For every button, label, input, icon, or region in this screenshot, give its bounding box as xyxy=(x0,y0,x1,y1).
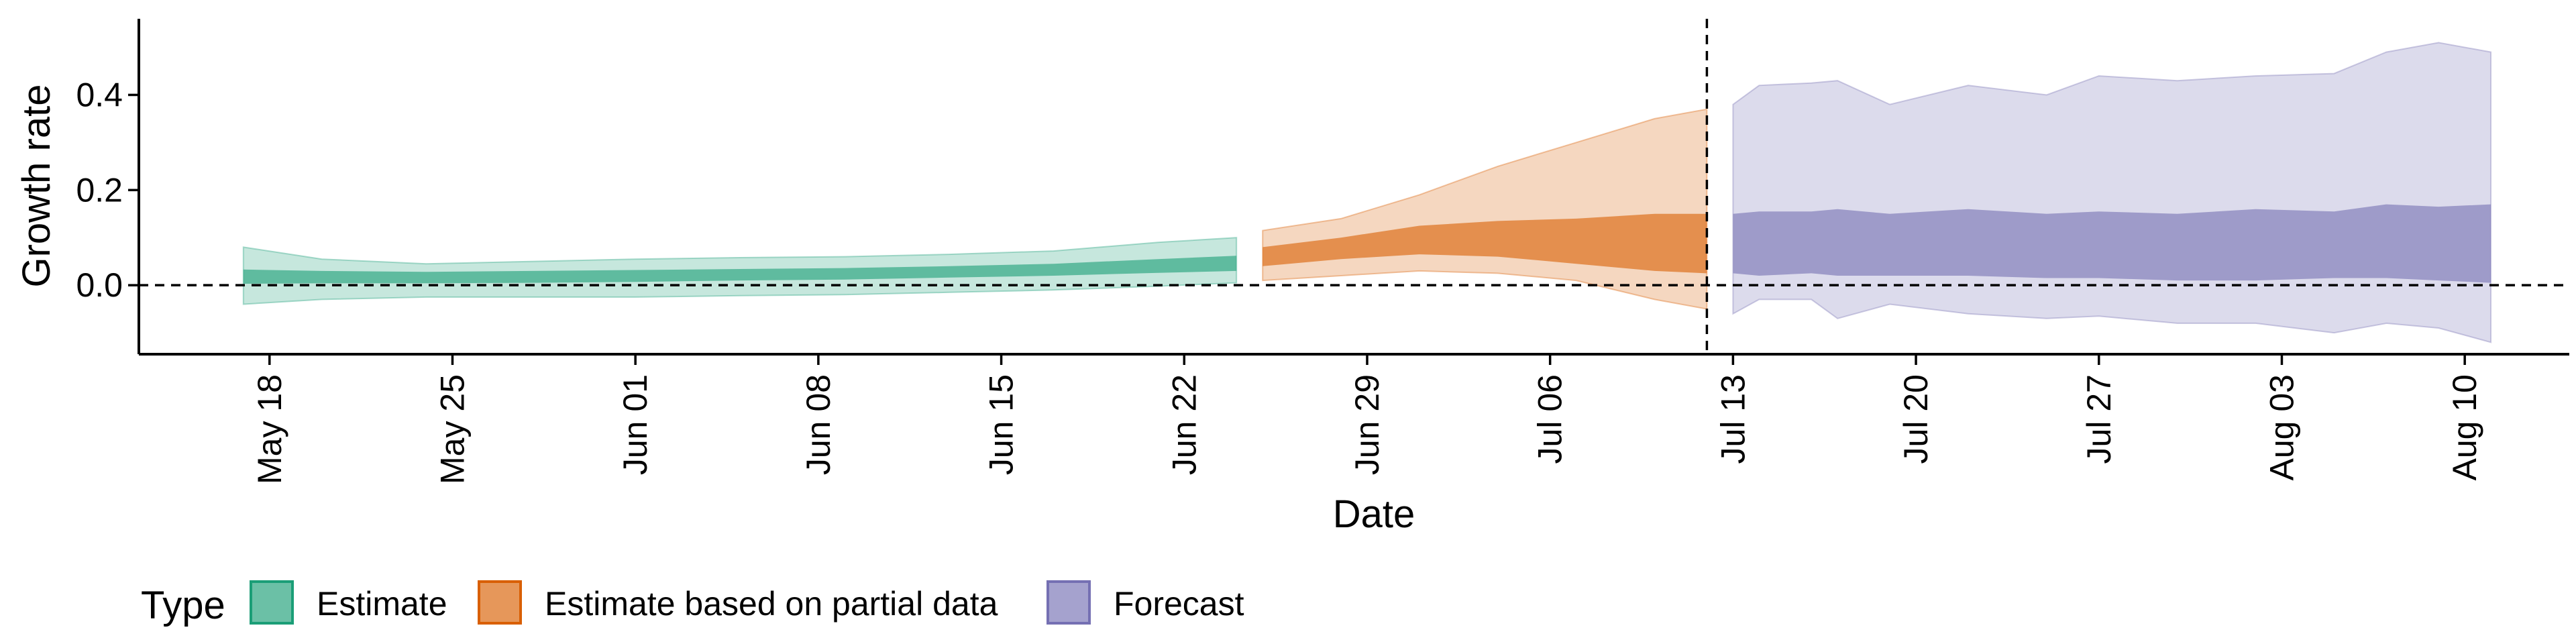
x-tick-label: Jun 22 xyxy=(1165,374,1203,475)
x-axis-ticks: May 18 May 25 Jun 01 Jun 08 Jun 15 Jun 22 Jun … xyxy=(251,354,2483,484)
estimate-based-on-partial-data-inner-band xyxy=(1263,213,1707,274)
estimate-based-on-partial-data-legend-label: Estimate based on partial data xyxy=(545,585,998,623)
x-tick-label: Aug 03 xyxy=(2263,374,2301,480)
estimate-legend-key xyxy=(250,580,294,625)
axes xyxy=(138,19,2569,356)
legend: Type Estimate Estimate based on partial d… xyxy=(141,580,1244,627)
bands-layer xyxy=(242,42,2492,343)
x-tick-label: May 25 xyxy=(434,374,472,484)
estimate-inner-band xyxy=(243,256,1237,284)
y-tick-label: 0.0 xyxy=(76,266,123,304)
x-tick-label: Jun 29 xyxy=(1348,374,1386,475)
x-tick-label: Jun 15 xyxy=(983,374,1020,475)
y-axis-ticks: 0.0 0.2 0.4 xyxy=(76,76,139,304)
y-tick-label: 0.2 xyxy=(76,171,123,209)
x-tick-label: Aug 10 xyxy=(2446,374,2483,480)
estimate-based-on-partial-data-outer-band xyxy=(1262,108,1708,310)
x-tick-label: Jun 08 xyxy=(800,374,837,475)
forecast-legend-label: Forecast xyxy=(1114,585,1244,623)
legend-title: Type xyxy=(141,584,225,627)
x-tick-label: Jul 13 xyxy=(1714,374,1752,464)
x-tick-label: Jun 01 xyxy=(616,374,654,475)
forecast-legend-key xyxy=(1046,580,1091,625)
x-tick-label: May 18 xyxy=(251,374,288,484)
x-tick-label: Jul 27 xyxy=(2080,374,2118,464)
x-tick-label: Jul 06 xyxy=(1532,374,1569,464)
forecast-outer-band xyxy=(1732,42,2492,343)
x-tick-label: Jul 20 xyxy=(1897,374,1935,464)
forecast-inner-band xyxy=(1733,204,2491,283)
y-tick-label: 0.4 xyxy=(76,76,123,113)
estimate-based-on-partial-data-legend-key xyxy=(478,580,522,625)
x-axis-title: Date xyxy=(1333,492,1415,536)
estimate-legend-label: Estimate xyxy=(317,585,447,623)
reference-lines xyxy=(139,19,2569,354)
y-axis-title: Growth rate xyxy=(15,85,58,288)
